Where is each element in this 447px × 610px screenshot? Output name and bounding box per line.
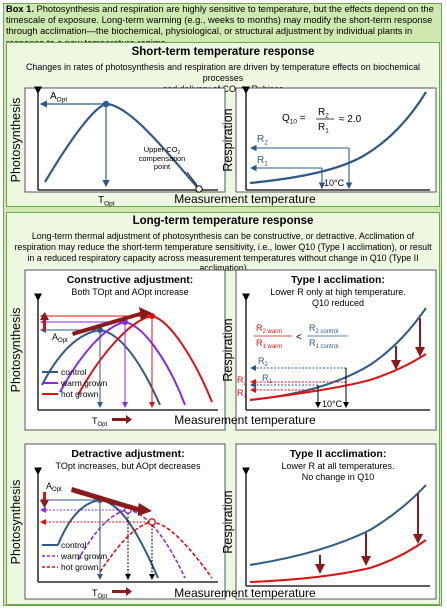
constructive-legend-control: control: [61, 367, 87, 377]
detractive-plot: [24, 443, 226, 600]
short-resp-q10-val: ≈ 2.0: [339, 114, 362, 125]
type1-lt: <: [296, 332, 302, 343]
detractive-sub: TOpt increases, but AOpt decreases: [56, 461, 201, 471]
type1-sub1: Lower R only at high temperature.: [270, 287, 406, 297]
detractive-legend-control: control: [61, 540, 87, 550]
type1-10c-label: 10°C: [322, 399, 343, 409]
type2-ylabel: Respiration: [221, 490, 235, 553]
type2-title: Type II acclimation:: [290, 448, 387, 460]
type2-sub2: No change in Q10: [302, 472, 375, 482]
detractive-topt-right-arrow: [112, 587, 132, 596]
long-lower-xlabel: Measurement temperature: [174, 586, 316, 600]
constructive-control-opt: [97, 327, 103, 333]
constructive-aopt-up-arrow: [43, 318, 46, 330]
detractive-big-arrow: [71, 487, 152, 516]
short-photo-plot: [24, 87, 226, 193]
type2-control-curve: [249, 484, 427, 566]
long-term-desc: Long-term thermal adjustment of photosyn…: [14, 231, 432, 274]
detractive-legend-warm: warm grown: [60, 551, 108, 561]
type1-warm-curve: [249, 353, 427, 401]
short-resp-r2-label: R2: [257, 134, 268, 147]
short-photo-co2-pointer: [186, 171, 198, 186]
type2-acclim-curve: [249, 539, 427, 583]
short-resp-curve: [249, 91, 427, 185]
constructive-big-arrow: [72, 307, 152, 336]
type1-ylabel: Respiration: [221, 318, 235, 381]
short-photo-aopt-label: AOpt: [50, 91, 67, 104]
short-resp-q10-num: R2: [318, 107, 329, 120]
short-resp-q10-den: R1: [318, 122, 329, 135]
short-photo-opt-point: [102, 100, 110, 108]
long-upper-xlabel: Measurement temperature: [174, 413, 316, 427]
constructive-topt-right-arrow: [112, 415, 132, 424]
constructive-title: Constructive adjustment:: [67, 274, 194, 286]
type1-sub2: Q10 reduced: [312, 298, 364, 308]
type1-r2-warm-label: R2: [237, 375, 248, 387]
constructive-topt-label: TOpt: [92, 416, 108, 428]
type2-sub1: Lower R at all temperatures.: [281, 461, 394, 471]
type2-plot: [235, 443, 437, 600]
short-photo-co2-label2: compensation: [139, 154, 186, 163]
type1-r1-ctrl-label: R1: [262, 373, 273, 385]
short-resp-plot: [235, 87, 437, 193]
type1-r1ctrl-den: R1 control: [309, 338, 339, 350]
detractive-aopt-label: AOpt: [46, 481, 62, 493]
detractive-aopt-down-arrow: [43, 492, 46, 502]
detractive-hot-opt: [148, 518, 156, 526]
detractive-legend-hot: hot grown: [61, 562, 99, 572]
short-term-desc-line1: Changes in rates of photosynthesis and r…: [25, 62, 420, 83]
box-label: Box 1.: [6, 4, 34, 14]
short-xlabel: Measurement temperature: [174, 192, 316, 206]
constructive-hot-opt: [149, 313, 155, 319]
type1-r2warm-num: R2 warm: [256, 323, 282, 335]
detractive-ylabel: Photosynthesis: [9, 480, 23, 565]
constructive-ylabel: Photosynthesis: [9, 308, 23, 393]
detractive-aopt-down-head: [40, 500, 49, 508]
short-resp-ylabel: Respiration: [221, 108, 235, 171]
short-photo-co2-label3: point: [154, 162, 171, 171]
constructive-legend-hot: hot grown: [61, 389, 99, 399]
constructive-legend-warm: warm grown: [60, 378, 108, 388]
constructive-aopt-label: AOpt: [52, 332, 68, 344]
type1-plot: [235, 269, 437, 431]
short-photo-topt-label: TOpt: [98, 195, 115, 208]
short-photo-co2-label: Upper CO2: [144, 145, 181, 156]
short-resp-10c-label: 10°C: [324, 178, 345, 188]
type1-r2ctrl-num: R2 control: [309, 323, 339, 335]
short-resp-r1-label: R1: [257, 155, 268, 168]
constructive-sub: Both TOpt and AOpt increase: [71, 287, 188, 297]
type1-r1warm-den: R1 warm: [256, 338, 282, 350]
detractive-topt-label: TOpt: [92, 588, 108, 600]
long-term-title: Long-term temperature response: [132, 215, 314, 227]
type1-r1-warm-label: R1: [237, 388, 248, 400]
type1-r2-ctrl-label: R2: [258, 356, 269, 368]
short-resp-q10-label: Q10 =: [282, 113, 306, 126]
short-photo-ylabel: Photosynthesis: [9, 98, 23, 183]
type1-title: Type I acclimation:: [291, 274, 385, 286]
constructive-aopt-up-head: [40, 312, 49, 320]
short-photo-co2-point: [195, 185, 203, 193]
detractive-title: Detractive adjustment:: [71, 448, 184, 460]
short-term-title: Short-term temperature response: [131, 46, 315, 58]
